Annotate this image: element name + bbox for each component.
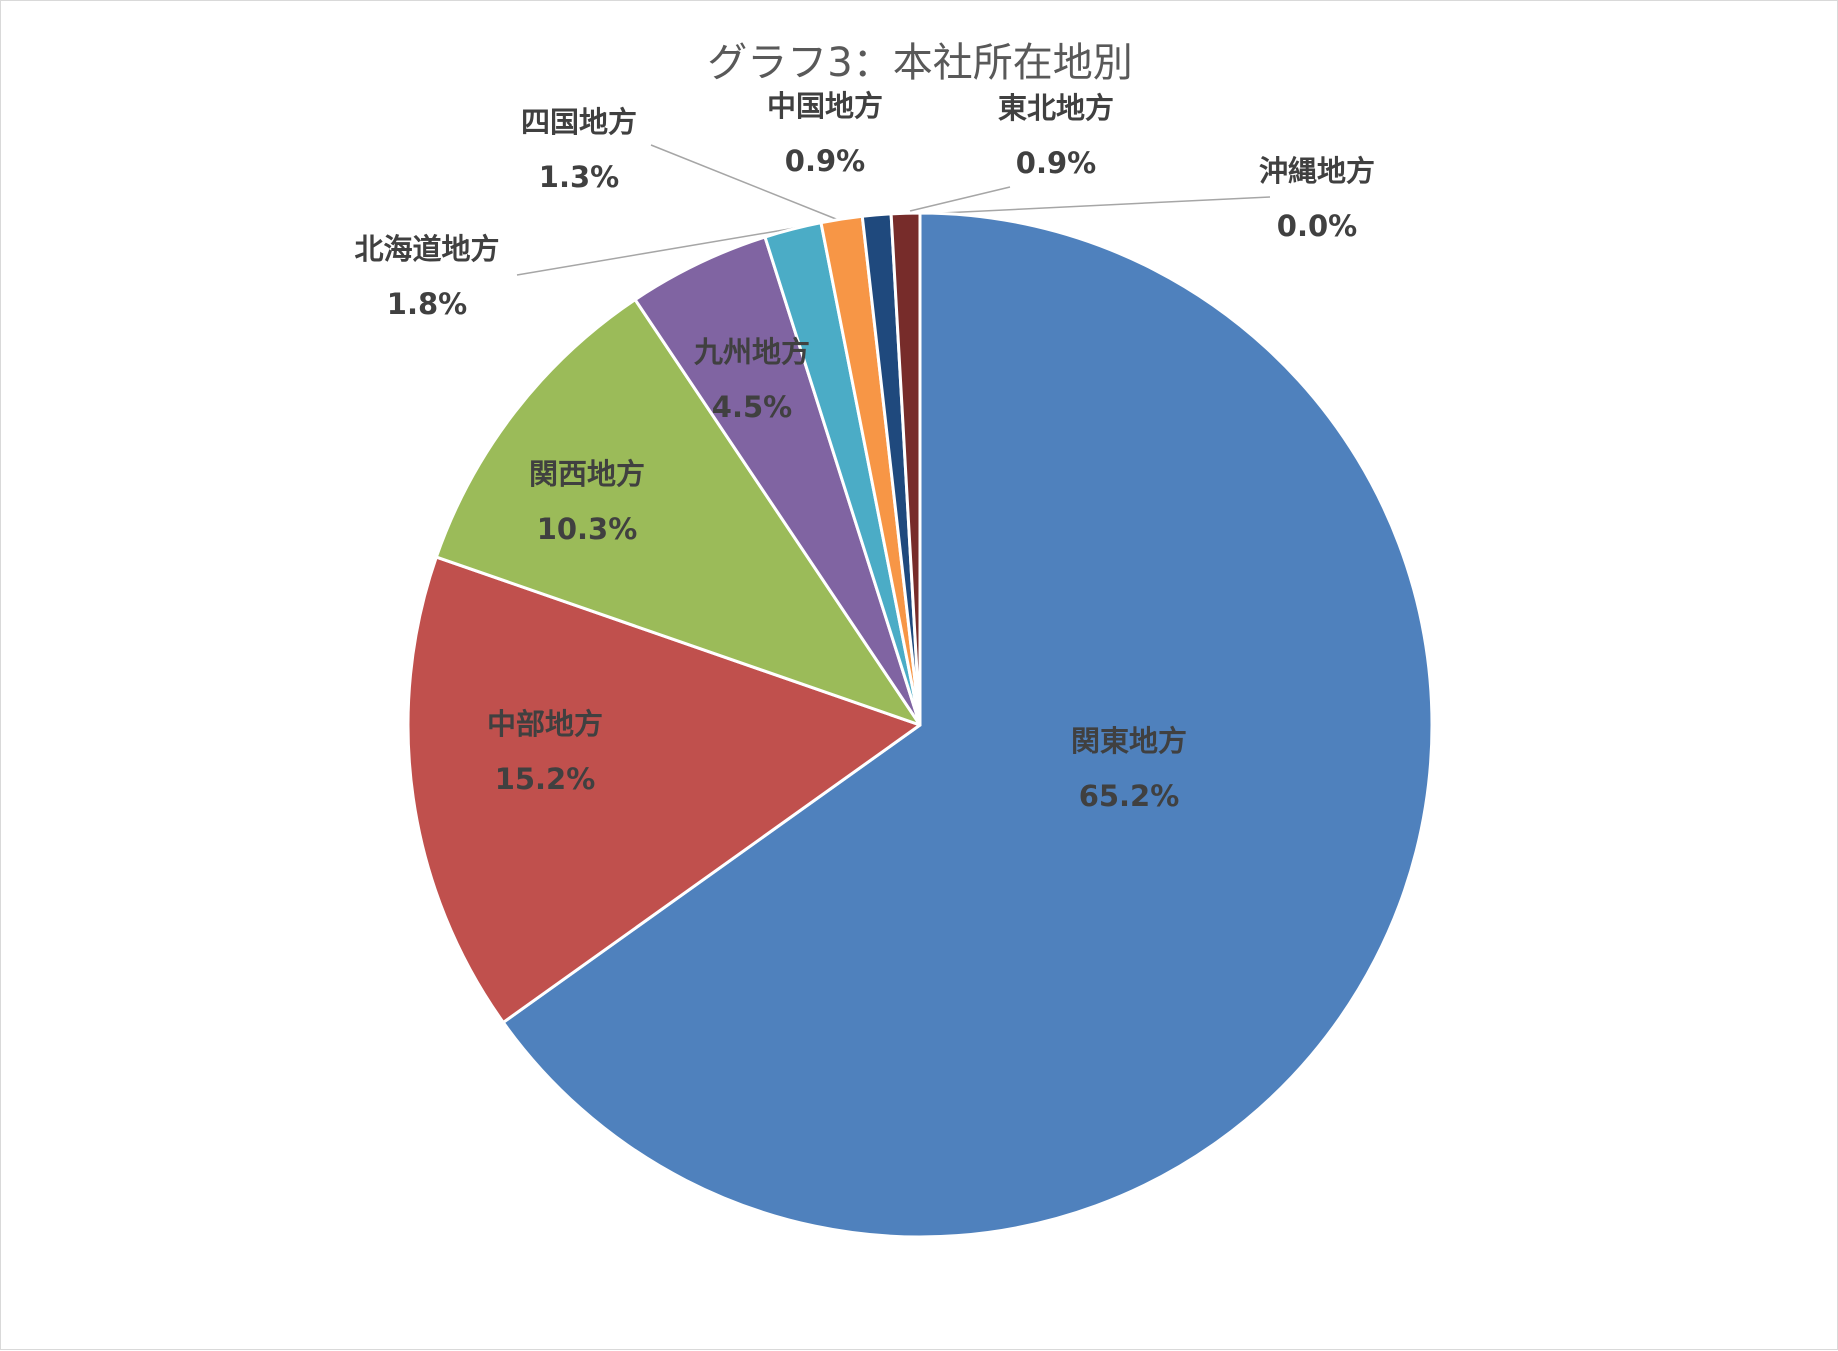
slice-value-3: 10.3% bbox=[537, 512, 638, 546]
slice-label-1: 関東地方 bbox=[1071, 724, 1187, 758]
leader-lines bbox=[516, 144, 1271, 276]
slice-label-3: 関西地方 bbox=[529, 457, 645, 491]
data-labels: 関東地方 65.2% 中部地方 15.2% 関西地方 10.3% 九州地方 4.5% 北海道地方… bbox=[354, 89, 1375, 813]
leader-line-9 bbox=[920, 196, 1271, 215]
slice-2 bbox=[406, 555, 922, 1024]
leader-line-6 bbox=[650, 144, 842, 222]
slice-value-2: 15.2% bbox=[495, 762, 596, 796]
slice-label-7: 中国地方 bbox=[767, 89, 883, 123]
slice-value-6: 1.3% bbox=[539, 160, 619, 194]
slice-value-8: 0.9% bbox=[1016, 146, 1096, 180]
slice-value-5: 1.8% bbox=[387, 287, 467, 321]
chart-title: グラフ3：本社所在地別 bbox=[707, 40, 1132, 86]
slice-value-9: 0.0% bbox=[1277, 209, 1357, 243]
slice-label-6: 四国地方 bbox=[521, 105, 637, 139]
slice-label-9: 沖縄地方 bbox=[1259, 154, 1375, 188]
leader-line-5 bbox=[516, 227, 796, 276]
slice-1 bbox=[501, 211, 1434, 1239]
slice-label-2: 中部地方 bbox=[487, 707, 603, 741]
slice-label-5: 北海道地方 bbox=[354, 232, 499, 266]
slice-value-4: 4.5% bbox=[712, 390, 792, 424]
slice-value-7: 0.9% bbox=[785, 144, 865, 178]
slice-label-8: 東北地方 bbox=[998, 91, 1114, 125]
slice-value-1: 65.2% bbox=[1079, 779, 1180, 813]
slice-label-4: 九州地方 bbox=[694, 335, 810, 369]
slice-8 bbox=[889, 211, 922, 727]
pie-slices bbox=[406, 211, 1434, 1239]
leader-line-8 bbox=[909, 186, 1011, 212]
slice-3 bbox=[434, 298, 922, 727]
